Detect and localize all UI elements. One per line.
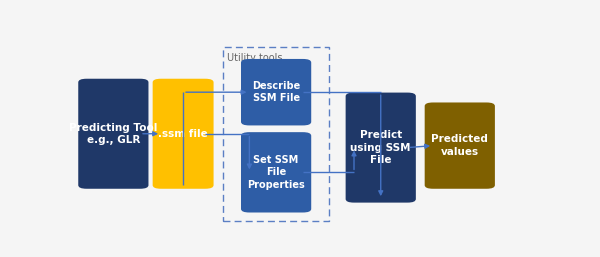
Text: Predict
using SSM
File: Predict using SSM File [350,130,411,165]
Text: .ssm file: .ssm file [158,129,208,139]
FancyBboxPatch shape [425,103,495,189]
FancyBboxPatch shape [346,93,416,203]
Text: Predicted
values: Predicted values [431,134,488,157]
FancyBboxPatch shape [78,79,148,189]
Text: Predicting Tool
e.g., GLR: Predicting Tool e.g., GLR [69,123,158,145]
Text: Describe
SSM File: Describe SSM File [252,81,300,103]
FancyBboxPatch shape [152,79,214,189]
FancyBboxPatch shape [241,59,311,125]
Text: Utility tools: Utility tools [227,53,282,63]
Text: Set SSM
File
Properties: Set SSM File Properties [247,155,305,190]
FancyBboxPatch shape [241,132,311,213]
